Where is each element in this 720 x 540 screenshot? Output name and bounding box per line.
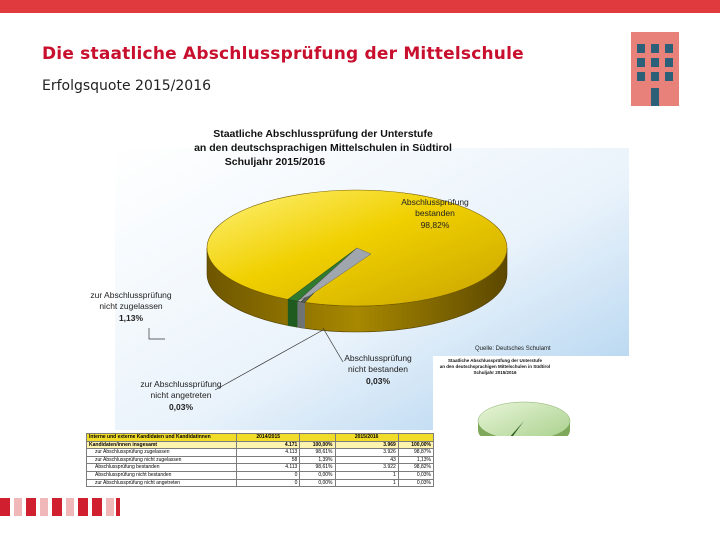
slice-value-bestanden: 98,82% [421, 220, 450, 230]
pie-slice-nicht-zugelassen-side [287, 299, 298, 328]
bottom-accent-stripes [0, 498, 130, 516]
table-cell: 3.969 [334, 440, 399, 450]
table-row: zur Abschlussprüfung nicht angetreten 0 … [85, 478, 435, 488]
stripe [14, 498, 22, 516]
slice-value-nicht-zugelassen: 1,13% [119, 313, 144, 323]
stripe [52, 498, 62, 516]
slice-label-bestanden-line-2: bestanden [415, 208, 455, 218]
stripe [66, 498, 74, 516]
pie-labels: Quelle: Deutsches Schulamt Abschlussprüf… [90, 197, 551, 412]
stripe [116, 498, 120, 516]
pie-3d [206, 189, 508, 333]
table-cell: 1,13% [397, 455, 435, 465]
table-header-cell: 2014/2015 [236, 433, 301, 442]
table-row: Abschlussprüfung bestanden 4.113 98,61% … [85, 463, 435, 472]
table-cell: 0,00% [299, 470, 336, 480]
statistics-table: Interne und externe Kandidaten und Kandi… [85, 433, 435, 488]
pie-slice-nicht-angetreten-side [300, 301, 305, 329]
table-cell: 4.113 [236, 448, 301, 457]
table-cell: 1,39% [299, 455, 336, 465]
table-cell: 1 [334, 478, 399, 488]
inset-chart-thumbnail: Staatliche Abschlussprüfung der Unterstu… [433, 356, 629, 436]
table-row: Abschlussprüfung nicht bestanden 0 0,00%… [85, 470, 435, 480]
slice-label-nicht-zugelassen-line-2: nicht zugelassen [99, 301, 163, 311]
chart-title-line-1: Staatliche Abschlussprüfung der Unterstu… [213, 128, 433, 140]
slide-title: Die staatliche Abschlussprüfung der Mitt… [42, 44, 524, 64]
inset-title-line-1: Staatliche Abschlussprüfung der Unterstu… [448, 358, 543, 363]
leader-line-nicht-angetreten [214, 329, 324, 391]
table-header-row: Interne und externe Kandidaten und Kandi… [85, 433, 435, 442]
stripe [78, 498, 88, 516]
stripe [26, 498, 36, 516]
slice-label-nicht-bestanden: Abschlussprüfung [344, 353, 412, 363]
table-cell: 98,82% [397, 463, 435, 472]
pie-chart: Staatliche Abschlussprüfung der Unterstu… [90, 128, 629, 436]
chart-title-line-3: Schuljahr 2015/2016 [225, 156, 326, 168]
top-accent-bar [0, 0, 720, 13]
stripe [106, 498, 114, 516]
inset-pie-top [477, 401, 571, 436]
table-cell: 1 [334, 470, 399, 480]
slice-label-nicht-zugelassen: zur Abschlussprüfung [90, 290, 172, 300]
table-row: zur Abschlussprüfung zugelassen 4.113 98… [85, 448, 435, 457]
pie-slice-wedge-face [299, 247, 372, 301]
stripe [92, 498, 102, 516]
table-header-cell [299, 433, 336, 442]
slice-label-nicht-angetreten-line-2: nicht angetreten [151, 390, 212, 400]
table-cell: 0,00% [299, 478, 336, 488]
stripe [40, 498, 48, 516]
table-row: Kandidaten/innen insgesamt 4.171 100,00%… [85, 440, 435, 450]
table-cell: 98,61% [299, 448, 336, 457]
slice-label-nicht-bestanden-line-2: nicht bestanden [348, 364, 408, 374]
slice-value-nicht-bestanden: 0,03% [366, 376, 391, 386]
table-cell: 3.922 [334, 463, 399, 472]
slide-subtitle: Erfolgsquote 2015/2016 [42, 78, 212, 94]
slice-value-nicht-angetreten: 0,03% [169, 402, 194, 412]
stripe [0, 498, 10, 516]
inset-pie-side [478, 421, 570, 436]
building-logo-icon [631, 32, 679, 106]
statistics-table-grid: Interne und externe Kandidaten und Kandi… [85, 433, 435, 488]
pie-slice-nicht-bestanden-side [297, 301, 301, 328]
table-cell: 4.113 [236, 463, 301, 472]
table-header-cell: 2015/2016 [334, 433, 399, 442]
table-cell: Abschlussprüfung nicht bestanden [85, 470, 238, 480]
table-cell: zur Abschlussprüfung nicht zugelassen [85, 455, 238, 465]
source-note: Quelle: Deutsches Schulamt [475, 346, 551, 352]
table-cell: 100,00% [299, 440, 336, 450]
inset-title-line-3: Schuljahr 2015/2016 [473, 370, 517, 375]
table-cell: 0 [236, 470, 301, 480]
slice-label-bestanden: Abschlussprüfung [401, 197, 469, 207]
table-header-cell [397, 433, 435, 442]
table-cell: 43 [334, 455, 399, 465]
table-cell: zur Abschlussprüfung zugelassen [85, 448, 238, 457]
table-cell: zur Abschlussprüfung nicht angetreten [85, 478, 238, 488]
leader-line-nicht-bestanden [322, 327, 344, 363]
table-header-cell: Interne und externe Kandidaten und Kandi… [85, 433, 238, 442]
table-cell: 100,00% [397, 440, 435, 450]
table-cell: 4.171 [236, 440, 301, 450]
table-cell: 98,61% [299, 463, 336, 472]
table-cell: 98,87% [397, 448, 435, 457]
table-cell: 0 [236, 478, 301, 488]
chart-title: Staatliche Abschlussprüfung der Unterstu… [194, 128, 452, 168]
slice-label-nicht-angetreten: zur Abschlussprüfung [140, 379, 222, 389]
table-cell: 0,03% [397, 470, 435, 480]
table-cell: 58 [236, 455, 301, 465]
table-cell: Kandidaten/innen insgesamt [85, 440, 238, 450]
table-cell: Abschlussprüfung bestanden [85, 463, 238, 472]
table-cell: 3.926 [334, 448, 399, 457]
table-cell: 0,03% [397, 478, 435, 488]
chart-title-line-2: an den deutschsprachigen Mittelschulen i… [194, 142, 452, 154]
inset-title-line-2: an den deutschsprachigen Mittelschulen i… [440, 364, 551, 369]
leader-line-nicht-zugelassen [148, 328, 165, 340]
table-row: zur Abschlussprüfung nicht zugelassen 58… [85, 455, 435, 465]
